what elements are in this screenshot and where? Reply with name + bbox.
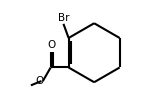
Text: Br: Br — [58, 13, 69, 23]
Text: O: O — [36, 76, 44, 86]
Text: O: O — [48, 40, 56, 50]
